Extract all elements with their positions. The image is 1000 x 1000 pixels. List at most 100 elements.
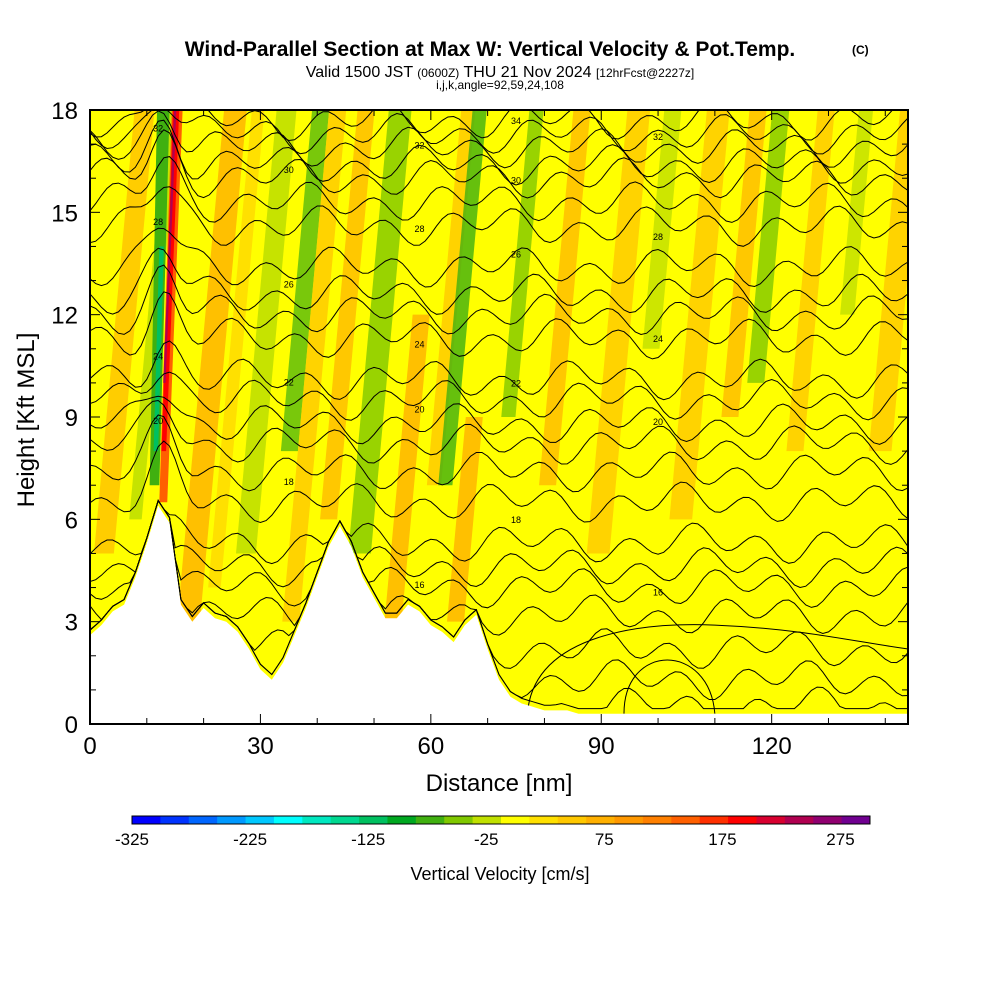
y-axis-label: Height [Kft MSL] bbox=[13, 333, 40, 508]
theta-contour-label: 20 bbox=[653, 417, 663, 427]
theta-contour-label: 24 bbox=[153, 352, 163, 362]
chart-title-tag: (C) bbox=[852, 43, 869, 57]
colorbar-swatch bbox=[841, 816, 871, 824]
colorbar-tick-label: -125 bbox=[351, 830, 385, 849]
theta-contour-line bbox=[90, 156, 908, 223]
velocity-band bbox=[840, 110, 874, 315]
colorbar-swatch bbox=[529, 816, 559, 824]
velocity-band bbox=[280, 110, 330, 452]
colorbar-swatch bbox=[160, 816, 190, 824]
colorbar-swatch bbox=[756, 816, 786, 824]
velocity-core bbox=[163, 110, 177, 383]
y-tick-label: 12 bbox=[51, 303, 78, 330]
colorbar-swatch bbox=[813, 816, 843, 824]
colorbar-swatch bbox=[557, 816, 587, 824]
contour-labels: 16 16 18 18 20 20 20 22 22 24 24 24 26 26 28 28 28 30 30 32… bbox=[153, 116, 663, 597]
theta-contour-label: 32 bbox=[153, 124, 163, 134]
theta-contour-line bbox=[90, 119, 908, 186]
colorbar-swatch bbox=[188, 816, 218, 824]
velocity-band bbox=[426, 110, 476, 486]
theta-contour-line bbox=[90, 499, 908, 589]
y-tick-label: 9 bbox=[65, 405, 78, 432]
y-tick-label: 15 bbox=[51, 200, 78, 227]
colorbar-tick-label: -225 bbox=[233, 830, 267, 849]
colorbar-swatch bbox=[699, 816, 729, 824]
colorbar-swatch bbox=[415, 816, 445, 824]
velocity-band bbox=[282, 110, 347, 622]
colorbar-swatch bbox=[586, 816, 616, 824]
x-tick-label: 120 bbox=[752, 733, 792, 760]
colorbar-swatch bbox=[784, 816, 814, 824]
colorbar-label: Vertical Velocity [cm/s] bbox=[410, 864, 589, 884]
colorbar: -325 -225 -125 -25 75 175 275 bbox=[115, 815, 871, 849]
y-tick-label: 3 bbox=[65, 610, 78, 637]
theta-contour-line bbox=[90, 399, 908, 465]
theta-contour-line bbox=[90, 227, 908, 288]
colorbar-swatch bbox=[245, 816, 275, 824]
velocity-band bbox=[501, 110, 544, 417]
theta-contour-line bbox=[90, 395, 908, 445]
colorbar-swatch bbox=[642, 816, 672, 824]
theta-contour-line bbox=[90, 291, 908, 360]
theta-contour-line bbox=[90, 371, 908, 421]
theta-contour-line bbox=[90, 110, 908, 155]
colorbar-swatch bbox=[359, 816, 388, 824]
theta-contour-label: 28 bbox=[653, 232, 663, 242]
colorbar-swatch bbox=[501, 816, 530, 824]
theta-contour-line bbox=[90, 247, 908, 315]
velocity-band bbox=[586, 110, 651, 554]
colorbar-swatch bbox=[302, 816, 332, 824]
theta-contour-label: 28 bbox=[414, 224, 424, 234]
theta-contour-label: 22 bbox=[511, 378, 521, 388]
colorbar-frame bbox=[131, 815, 871, 825]
y-tick-label: 6 bbox=[65, 507, 78, 534]
velocity-band bbox=[642, 110, 682, 349]
colorbar-tick-label: 75 bbox=[595, 830, 614, 849]
theta-contour-line bbox=[90, 440, 908, 524]
y-tick-label: 18 bbox=[51, 98, 78, 125]
theta-contour-label: 26 bbox=[284, 280, 294, 290]
theta-contour-label: 18 bbox=[284, 477, 294, 487]
chart-subtitle: Valid 1500 JST (0600Z) THU 21 Nov 2024 [… bbox=[306, 64, 694, 81]
terrain-mask bbox=[90, 505, 908, 724]
x-axis: 0 30 60 90 120 bbox=[83, 110, 886, 760]
x-tick-label: 0 bbox=[83, 733, 96, 760]
theta-contour-label: 28 bbox=[153, 217, 163, 227]
velocity-band bbox=[669, 110, 730, 520]
colorbar-swatch bbox=[614, 816, 644, 824]
theta-contour-line bbox=[90, 499, 908, 565]
x-axis-label: Distance [nm] bbox=[426, 770, 573, 797]
theta-contours bbox=[90, 110, 908, 714]
colorbar-swatch bbox=[472, 816, 502, 824]
x-tick-label: 30 bbox=[247, 733, 274, 760]
theta-contour-label: 20 bbox=[414, 404, 424, 414]
colorbar-tick-label: 175 bbox=[708, 830, 736, 849]
chart-subtitle-indices: i,j,k,angle=92,59,24,108 bbox=[436, 78, 564, 92]
velocity-band bbox=[235, 110, 297, 554]
theta-contour-line bbox=[526, 624, 908, 714]
theta-contour-label: 18 bbox=[511, 515, 521, 525]
theta-contour-line bbox=[90, 110, 908, 169]
y-tick-label: 0 bbox=[65, 712, 78, 739]
colorbar-swatch bbox=[217, 816, 247, 824]
colorbar-swatch bbox=[132, 816, 161, 824]
theta-contour-label: 16 bbox=[414, 580, 424, 590]
theta-contour-label: 20 bbox=[153, 416, 163, 426]
theta-contour-line bbox=[90, 129, 908, 199]
theta-contour-label: 32 bbox=[414, 140, 424, 150]
colorbar-swatch bbox=[273, 816, 303, 824]
velocity-core bbox=[153, 246, 164, 452]
theta-contour-label: 32 bbox=[653, 132, 663, 142]
theta-contour-label: 22 bbox=[284, 378, 294, 388]
theta-contour-label: 30 bbox=[284, 165, 294, 175]
velocity-band bbox=[786, 110, 835, 452]
theta-contour-label: 26 bbox=[511, 249, 521, 259]
velocity-band bbox=[721, 110, 767, 417]
theta-contour-label: 34 bbox=[511, 116, 521, 126]
theta-contour-line bbox=[90, 499, 908, 636]
velocity-band bbox=[539, 110, 591, 486]
colorbar-swatch bbox=[728, 816, 757, 824]
x-tick-label: 90 bbox=[588, 733, 615, 760]
theta-contour-label: 16 bbox=[653, 587, 663, 597]
